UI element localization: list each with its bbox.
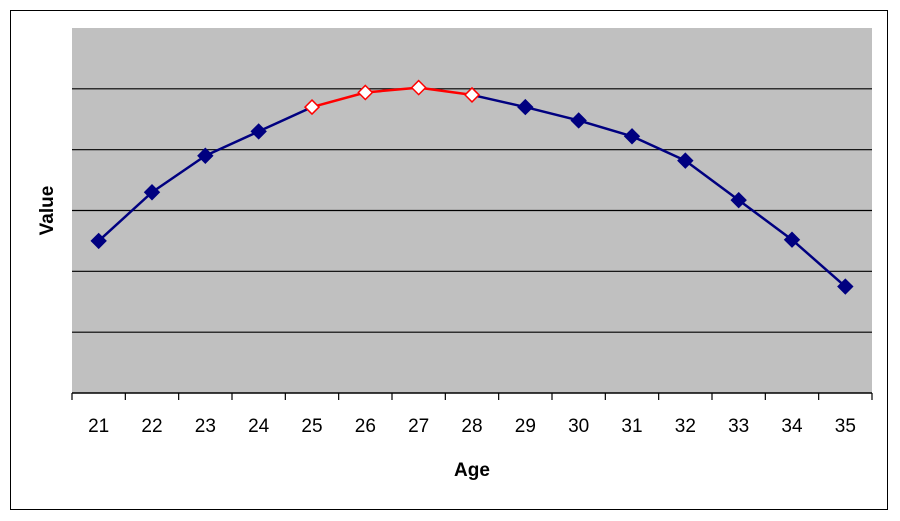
x-tick-label: 30 — [568, 416, 589, 437]
series-lines — [97, 86, 847, 288]
data-point — [143, 184, 161, 201]
data-point — [730, 191, 747, 209]
x-axis-title: Age — [454, 460, 490, 481]
series-line-segment — [630, 135, 687, 162]
highlight-line-segment — [310, 91, 367, 109]
series-line-segment — [790, 238, 847, 288]
highlight-data-point — [410, 79, 427, 96]
data-point — [837, 278, 854, 295]
x-tick-label: 22 — [141, 416, 162, 437]
x-tick-label: 23 — [195, 416, 216, 437]
x-tick-label: 35 — [835, 416, 856, 437]
data-point — [90, 232, 107, 250]
series-line-segment — [737, 198, 794, 241]
data-point — [197, 147, 214, 164]
series-line-segment — [684, 159, 740, 202]
series-line-segment — [150, 154, 207, 194]
x-tick-label: 27 — [408, 416, 429, 437]
data-point — [677, 152, 694, 169]
series-line-segment — [204, 130, 260, 157]
highlight-data-point — [303, 99, 321, 116]
x-tick-label: 29 — [515, 416, 536, 437]
series-line-segment — [97, 191, 154, 243]
data-point — [623, 128, 641, 145]
data-point — [783, 231, 801, 248]
highlight-data-point — [463, 86, 481, 103]
x-tick-label: 26 — [355, 416, 376, 437]
highlight-data-point — [357, 84, 374, 101]
markers — [90, 79, 854, 295]
x-tick-labels: 21 22 23 24 25 26 27 28 29 30 31 32 33 34 35 — [88, 416, 856, 437]
x-tick-label: 32 — [675, 416, 696, 437]
data-point — [250, 123, 267, 140]
x-tick-label: 24 — [248, 416, 270, 437]
series-line-segment — [577, 119, 634, 138]
x-tick-label: 33 — [728, 416, 749, 437]
series-line-segment — [524, 105, 580, 122]
data-point — [570, 112, 587, 129]
series-line-segment — [257, 105, 314, 133]
axes — [71, 392, 873, 400]
highlight-line-segment — [417, 86, 474, 97]
highlight-line-segment — [364, 86, 420, 94]
x-tick-label: 21 — [88, 416, 109, 437]
x-tick-label: 31 — [621, 416, 642, 437]
y-axis-title: Value — [37, 186, 58, 236]
x-tick-label: 25 — [301, 416, 322, 437]
x-tick-label: 34 — [781, 416, 803, 437]
x-tick-label: 28 — [461, 416, 482, 437]
series-line-segment — [470, 93, 527, 109]
data-point — [517, 98, 534, 116]
